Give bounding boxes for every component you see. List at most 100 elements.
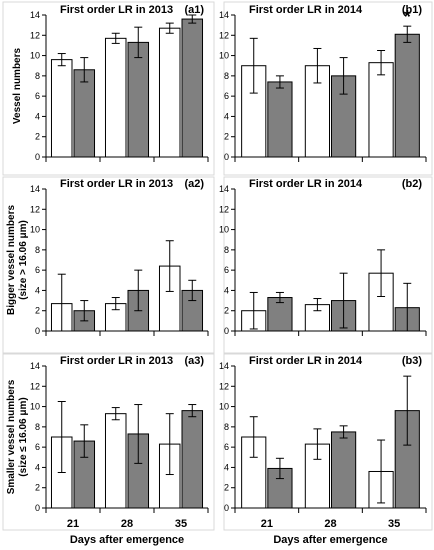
- panel-frame: [223, 353, 433, 531]
- panel-title: First order LR in 2013: [60, 178, 173, 190]
- x-tick-label: 28: [121, 518, 133, 530]
- y-tick-label: 2: [224, 483, 229, 493]
- y-tick-label: 12: [30, 204, 40, 214]
- y-tick-label: 6: [35, 265, 40, 275]
- y-tick-label: 0: [224, 326, 229, 336]
- panel-b1: [223, 1, 433, 176]
- y-tick-label: 6: [224, 442, 229, 452]
- bar: [158, 27, 181, 158]
- y-tick-label: 0: [35, 152, 40, 162]
- y-tick-label: 4: [35, 111, 40, 121]
- x-tick-label: 35: [388, 518, 400, 530]
- y-tick-label: 12: [219, 30, 229, 40]
- panel-a2: [2, 176, 215, 354]
- panel-title: First order LR in 2013: [60, 355, 173, 367]
- x-tick-label: 28: [324, 518, 336, 530]
- y-tick-label: 6: [224, 265, 229, 275]
- bar: [368, 62, 394, 158]
- panel-frame: [223, 176, 433, 354]
- panel-label: (a3): [184, 355, 204, 367]
- panel-title: First order LR in 2014: [249, 4, 363, 16]
- bar: [104, 37, 127, 158]
- y-tick-label: 2: [224, 132, 229, 142]
- x-axis-label: Days after emergence: [273, 534, 387, 546]
- y-tick-label: 6: [35, 442, 40, 452]
- y-tick-label: 0: [224, 503, 229, 513]
- bar: [331, 431, 357, 509]
- panel-title: First order LR in 2014: [249, 355, 363, 367]
- y-axis-label: Bigger vessel numbers: [6, 205, 17, 315]
- panel-frame: [223, 1, 433, 176]
- y-tick-label: 14: [219, 184, 229, 194]
- y-tick-label: 10: [219, 225, 229, 235]
- y-tick-label: 8: [35, 71, 40, 81]
- y-tick-label: 8: [35, 245, 40, 255]
- panel-label: (b1): [402, 4, 423, 16]
- y-tick-label: 12: [30, 30, 40, 40]
- significance-star: *: [404, 7, 411, 27]
- y-tick-label: 4: [224, 111, 229, 121]
- panel-label: (a2): [184, 178, 204, 190]
- panel-a3: [2, 353, 215, 531]
- y-tick-label: 2: [35, 132, 40, 142]
- y-tick-label: 8: [35, 422, 40, 432]
- y-tick-label: 4: [35, 285, 40, 295]
- y-tick-label: 10: [30, 51, 40, 61]
- y-tick-label: 8: [224, 71, 229, 81]
- y-axis-label-2: (size ≤ 16.06 μm): [18, 397, 29, 476]
- y-tick-label: 10: [30, 225, 40, 235]
- y-tick-label: 2: [35, 483, 40, 493]
- y-tick-label: 10: [219, 402, 229, 412]
- x-axis-label: Days after emergence: [70, 534, 184, 546]
- y-axis-label: Smaller vessel numbers: [6, 379, 17, 494]
- bar: [267, 81, 293, 158]
- panel-title: First order LR in 2013: [60, 4, 173, 16]
- y-axis-label: Vessel numbers: [12, 47, 23, 124]
- panel-a1: [2, 1, 215, 176]
- bar: [127, 41, 150, 158]
- panel-frame: [2, 353, 215, 531]
- panel-title: First order LR in 2014: [249, 178, 363, 190]
- y-tick-label: 2: [35, 306, 40, 316]
- panel-b3: [223, 353, 433, 531]
- y-tick-label: 0: [35, 503, 40, 513]
- y-tick-label: 14: [219, 10, 229, 20]
- y-tick-label: 14: [219, 361, 229, 371]
- y-tick-label: 10: [30, 402, 40, 412]
- bar: [394, 33, 420, 158]
- y-tick-label: 0: [224, 152, 229, 162]
- y-tick-label: 12: [219, 204, 229, 214]
- panel-b2: [223, 176, 433, 354]
- y-tick-label: 14: [30, 10, 40, 20]
- panel-label: (a1): [184, 4, 204, 16]
- panel-label: (b2): [402, 178, 423, 190]
- panel-frame: [2, 1, 215, 176]
- bar: [181, 410, 204, 509]
- y-tick-label: 14: [30, 361, 40, 371]
- y-axis-label-2: (size > 16.06 μm): [18, 220, 29, 300]
- bar: [267, 297, 293, 332]
- panel-frame: [2, 176, 215, 354]
- y-tick-label: 4: [35, 462, 40, 472]
- bar: [73, 69, 96, 158]
- x-tick-label: 21: [67, 518, 79, 530]
- y-tick-label: 6: [224, 91, 229, 101]
- y-tick-label: 12: [219, 381, 229, 391]
- y-tick-label: 2: [224, 306, 229, 316]
- y-tick-label: 4: [224, 462, 229, 472]
- x-tick-label: 35: [175, 518, 187, 530]
- bar: [181, 18, 204, 158]
- bar: [50, 59, 73, 158]
- y-tick-label: 6: [35, 91, 40, 101]
- y-tick-label: 8: [224, 422, 229, 432]
- y-tick-label: 4: [224, 285, 229, 295]
- x-tick-label: 21: [261, 518, 273, 530]
- y-tick-label: 10: [219, 51, 229, 61]
- y-tick-label: 8: [224, 245, 229, 255]
- y-tick-label: 12: [30, 381, 40, 391]
- panel-label: (b3): [402, 355, 423, 367]
- bar: [104, 413, 127, 509]
- y-tick-label: 0: [35, 326, 40, 336]
- y-tick-label: 14: [30, 184, 40, 194]
